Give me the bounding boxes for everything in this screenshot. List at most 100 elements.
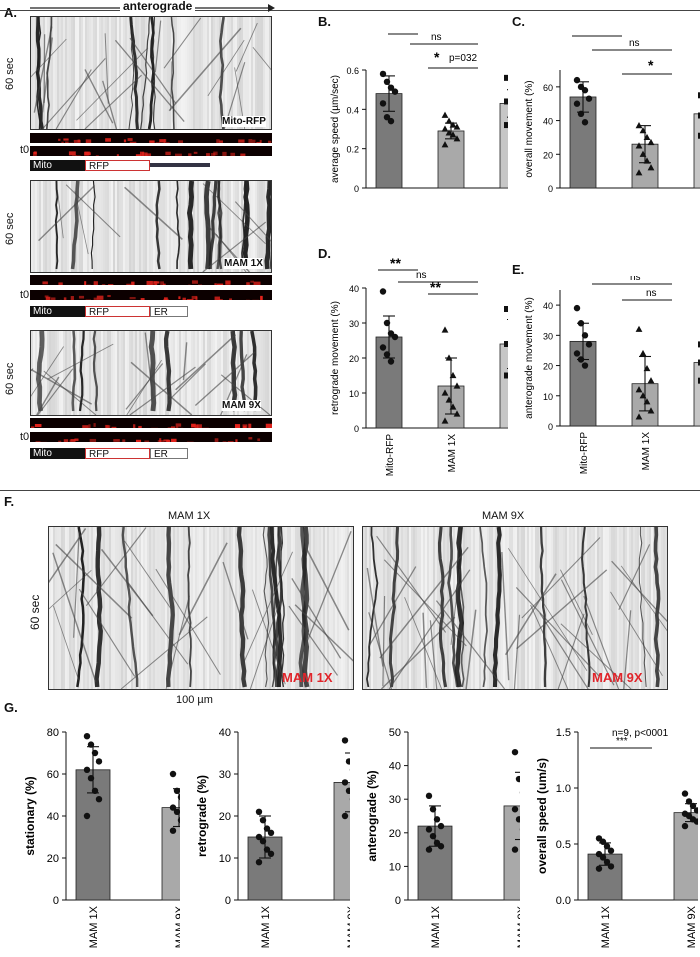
kymo-streak bbox=[201, 331, 203, 415]
kymograph-image bbox=[31, 17, 271, 129]
kymo-streak bbox=[173, 181, 175, 272]
rfp-signal bbox=[256, 142, 261, 143]
kymo-streak bbox=[213, 527, 215, 689]
kymo-streak bbox=[95, 331, 97, 415]
data-point bbox=[441, 125, 449, 132]
bar bbox=[693, 362, 700, 427]
rfp-signal bbox=[210, 153, 216, 156]
significance-label: ns bbox=[630, 276, 641, 283]
kymo-streak bbox=[247, 331, 249, 415]
rfp-signal bbox=[61, 141, 64, 143]
key-rfp: RFP bbox=[85, 306, 150, 318]
kymo-motile-track bbox=[65, 184, 121, 238]
kymo-streak bbox=[159, 17, 161, 129]
rfp-signal bbox=[123, 139, 127, 143]
kymo-streak bbox=[461, 527, 463, 689]
data-point bbox=[425, 792, 433, 800]
kymo-streak bbox=[211, 527, 213, 689]
data-point bbox=[173, 808, 180, 815]
y-tick-label: 0.5 bbox=[556, 839, 571, 851]
rfp-signal bbox=[84, 281, 87, 285]
kymo-streak bbox=[139, 17, 141, 129]
kymo-track bbox=[250, 331, 258, 412]
kymo-streak bbox=[261, 527, 263, 689]
data-point bbox=[573, 304, 581, 312]
data-point bbox=[449, 403, 457, 410]
kymo-motile-track bbox=[31, 38, 67, 78]
data-point bbox=[639, 349, 647, 357]
kymo-streak bbox=[321, 527, 323, 689]
kymo-streak bbox=[257, 17, 259, 129]
kymo-streak bbox=[455, 527, 457, 689]
kymo-streak bbox=[573, 527, 575, 689]
kymo-streak bbox=[147, 181, 149, 272]
kymo-streak bbox=[599, 527, 601, 689]
f-time-label: 60 sec bbox=[28, 594, 42, 630]
kymo-streak bbox=[171, 181, 173, 272]
kymo-streak bbox=[57, 527, 59, 689]
data-point bbox=[453, 135, 461, 142]
y-tick-label: 0.6 bbox=[346, 66, 359, 76]
data-point bbox=[453, 382, 461, 389]
rfp-image bbox=[58, 138, 272, 143]
rfp-signal bbox=[88, 424, 91, 428]
kymo-streak bbox=[259, 527, 261, 689]
kymo-streak bbox=[175, 527, 177, 689]
kymo-streak bbox=[57, 17, 59, 129]
kymo-motile-track bbox=[165, 595, 190, 689]
kymo-streak bbox=[63, 181, 65, 272]
kymo-streak bbox=[149, 181, 151, 272]
kymo-track bbox=[457, 527, 465, 688]
kymo-motile-track bbox=[243, 551, 293, 662]
kymo-streak bbox=[85, 181, 87, 272]
kymo-streak bbox=[45, 17, 47, 129]
kymo-streak bbox=[225, 17, 227, 129]
kymo-track bbox=[638, 527, 647, 688]
data-point bbox=[511, 846, 519, 853]
kymo-streak bbox=[489, 527, 491, 689]
kymo-motile-track bbox=[560, 623, 632, 689]
kymo-streak bbox=[637, 527, 639, 689]
kymo-streak bbox=[97, 17, 99, 129]
kymo-streak bbox=[207, 331, 209, 415]
rfp-signal bbox=[93, 423, 96, 427]
kymo-streak bbox=[371, 527, 373, 689]
kymo-streak bbox=[211, 17, 213, 129]
kymo-streak bbox=[311, 527, 313, 689]
data-point bbox=[577, 320, 585, 327]
kymo-motile-track bbox=[207, 39, 245, 97]
kymo-streak bbox=[117, 17, 119, 129]
kymo-streak bbox=[61, 331, 63, 415]
kymo-streak bbox=[607, 527, 609, 689]
rfp-signal bbox=[63, 297, 67, 300]
kymo-streak bbox=[163, 17, 165, 129]
kymo-streak bbox=[181, 17, 183, 129]
data-point bbox=[635, 169, 643, 176]
kymo-streak bbox=[137, 331, 139, 415]
kymo-streak bbox=[177, 17, 179, 129]
kymo-streak bbox=[139, 181, 141, 272]
rfp-signal bbox=[191, 280, 198, 284]
y-tick-label: 40 bbox=[543, 117, 553, 127]
rfp-signal bbox=[145, 153, 152, 156]
kymo-streak bbox=[231, 17, 233, 129]
rfp-signal bbox=[127, 138, 133, 141]
kymo-streak bbox=[179, 331, 181, 415]
kymo-streak bbox=[227, 527, 229, 689]
kymo-streak bbox=[105, 331, 107, 415]
construct-key-2: Mito RFP ER bbox=[30, 306, 190, 318]
data-point bbox=[259, 838, 267, 845]
kymo-streak bbox=[223, 17, 225, 129]
data-point bbox=[379, 70, 387, 78]
key-rfp: RFP bbox=[85, 448, 150, 460]
key-mito: Mito bbox=[30, 160, 85, 171]
kymo-streak bbox=[581, 527, 583, 689]
kymo-streak bbox=[623, 527, 625, 689]
kymo-streak bbox=[435, 527, 437, 689]
kymo-streak bbox=[469, 527, 471, 689]
kymo-streak bbox=[199, 17, 201, 129]
data-point bbox=[504, 74, 508, 81]
kymo-streak bbox=[215, 17, 217, 129]
kymo-streak bbox=[483, 527, 485, 689]
kymo-streak bbox=[601, 527, 603, 689]
